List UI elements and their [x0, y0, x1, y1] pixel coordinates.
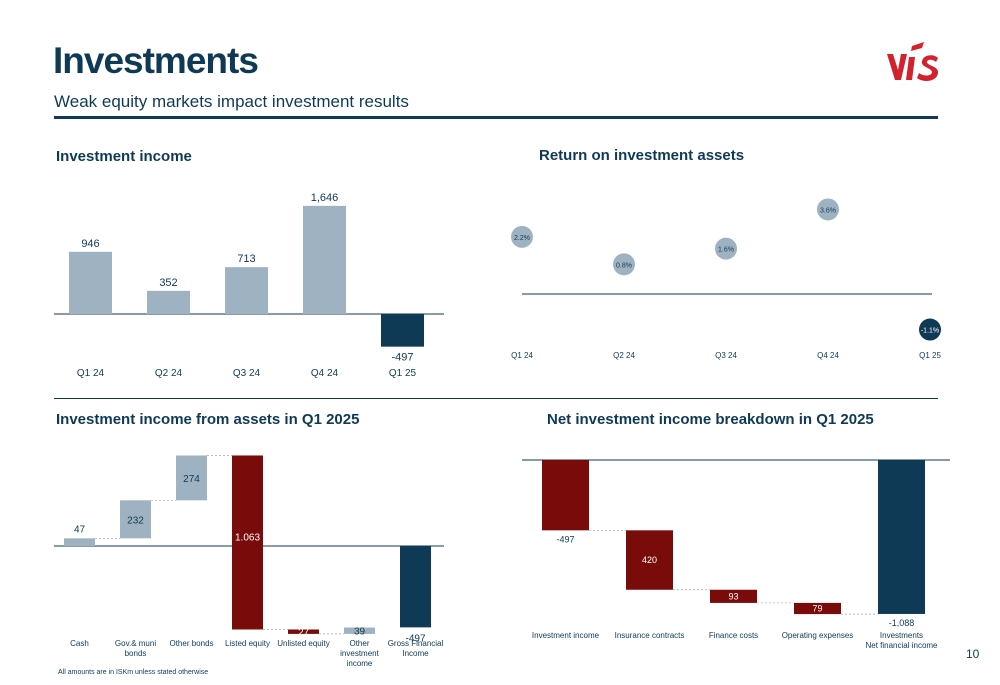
- header-rule: [54, 116, 938, 119]
- tick-label: bonds: [125, 649, 147, 658]
- net-breakdown-title: Net investment income breakdown in Q1 20…: [547, 411, 874, 428]
- bar: [176, 455, 207, 501]
- investment-income-chart: 946 Q1 24 352 Q2 24 713 Q3 24 1,646 Q4 24 -497 Q1…: [54, 192, 444, 379]
- data-label: 1.063: [235, 532, 260, 543]
- tick-label: Q1 25: [389, 368, 417, 379]
- tick-label: Listed equity: [225, 639, 270, 648]
- bar: [147, 290, 190, 314]
- bar: [120, 500, 151, 539]
- bar: [794, 602, 841, 615]
- tick-label: Q3 24: [715, 351, 737, 360]
- data-label: 352: [159, 277, 177, 289]
- tick-label: Investments: [880, 631, 923, 640]
- tick-label: Q2 24: [155, 368, 183, 379]
- net-breakdown-chart: -497 Investment income 420 Insurance contra…: [522, 459, 950, 650]
- tick-label: Operating expenses: [782, 631, 854, 640]
- tick-label: Insurance contracts: [615, 631, 685, 640]
- data-label: -497: [405, 633, 425, 644]
- bar: [542, 460, 589, 531]
- data-point: [817, 198, 839, 221]
- data-label: 1,646: [311, 192, 339, 204]
- data-label: -497: [556, 534, 574, 544]
- page-subtitle: Weak equity markets impact investment re…: [54, 92, 409, 111]
- income-from-assets-title: Investment income from assets in Q1 2025: [56, 411, 360, 428]
- data-label: -1,088: [889, 618, 915, 628]
- bar: [225, 267, 268, 314]
- investment-income-title: Investment income: [56, 148, 192, 165]
- tick-label: Q3 24: [233, 368, 261, 379]
- data-label: 1.6%: [718, 247, 734, 254]
- bar: [69, 251, 112, 314]
- tick-label: Q1 24: [77, 368, 105, 379]
- data-label: 39: [354, 627, 366, 638]
- return-on-assets-chart: 2.2% Q1 24 0.8% Q2 24 1.6% Q3 24 3.6% Q4 24 -1.1…: [511, 198, 941, 360]
- tick-label: Unlisted equity: [277, 639, 329, 648]
- data-point: [919, 318, 941, 341]
- tick-label: Q4 24: [817, 351, 839, 360]
- page-number: 10: [966, 647, 980, 661]
- bar: [344, 627, 375, 634]
- tick-label: Investment income: [532, 631, 600, 640]
- footnote: All amounts are in ISKm unless stated ot…: [58, 669, 209, 676]
- tick-label: income: [347, 659, 373, 668]
- data-label: 93: [728, 591, 738, 601]
- return-assets-title: Return on investment assets: [539, 147, 745, 164]
- data-label: -497: [391, 352, 413, 364]
- section-divider: [54, 398, 938, 399]
- tick-label: Other bonds: [169, 639, 213, 648]
- data-label: 47: [74, 524, 86, 535]
- data-label: 3.6%: [820, 207, 836, 214]
- tick-label: Gross Financial: [388, 639, 444, 648]
- tick-label: Q4 24: [311, 368, 339, 379]
- data-label: 420: [642, 555, 657, 565]
- tick-label: Gov.& muni: [115, 639, 156, 648]
- tick-label: Cash: [70, 639, 89, 648]
- bar: [232, 455, 263, 630]
- data-label: -1.1%: [921, 328, 939, 335]
- vis-logo-icon: [887, 42, 939, 81]
- tick-label: Other: [349, 639, 369, 648]
- data-label: 2.2%: [514, 235, 530, 242]
- bar: [878, 460, 925, 614]
- tick-label: Q1 24: [511, 351, 533, 360]
- data-label: 79: [812, 604, 822, 614]
- page-title: Investments: [53, 40, 259, 81]
- data-point: [511, 225, 533, 248]
- bar: [626, 530, 673, 590]
- data-label: 27: [298, 628, 310, 639]
- tick-label: investment: [340, 649, 379, 658]
- tick-label: Finance costs: [709, 631, 758, 640]
- tick-label: Income: [402, 649, 429, 658]
- data-point: [613, 253, 635, 276]
- data-label: 232: [127, 515, 144, 526]
- tick-label: Q2 24: [613, 351, 635, 360]
- data-label: 713: [237, 253, 255, 265]
- bar: [381, 314, 424, 347]
- bar: [288, 629, 319, 634]
- bar: [64, 538, 95, 546]
- data-label: 946: [81, 238, 99, 250]
- bar: [400, 546, 431, 628]
- tick-label: Net financial income: [865, 641, 938, 650]
- data-point: [715, 237, 737, 260]
- bar: [710, 589, 757, 603]
- data-label: 274: [183, 474, 200, 485]
- tick-label: Q1 25: [919, 351, 941, 360]
- data-label: 0.8%: [616, 262, 632, 269]
- bar: [303, 205, 346, 314]
